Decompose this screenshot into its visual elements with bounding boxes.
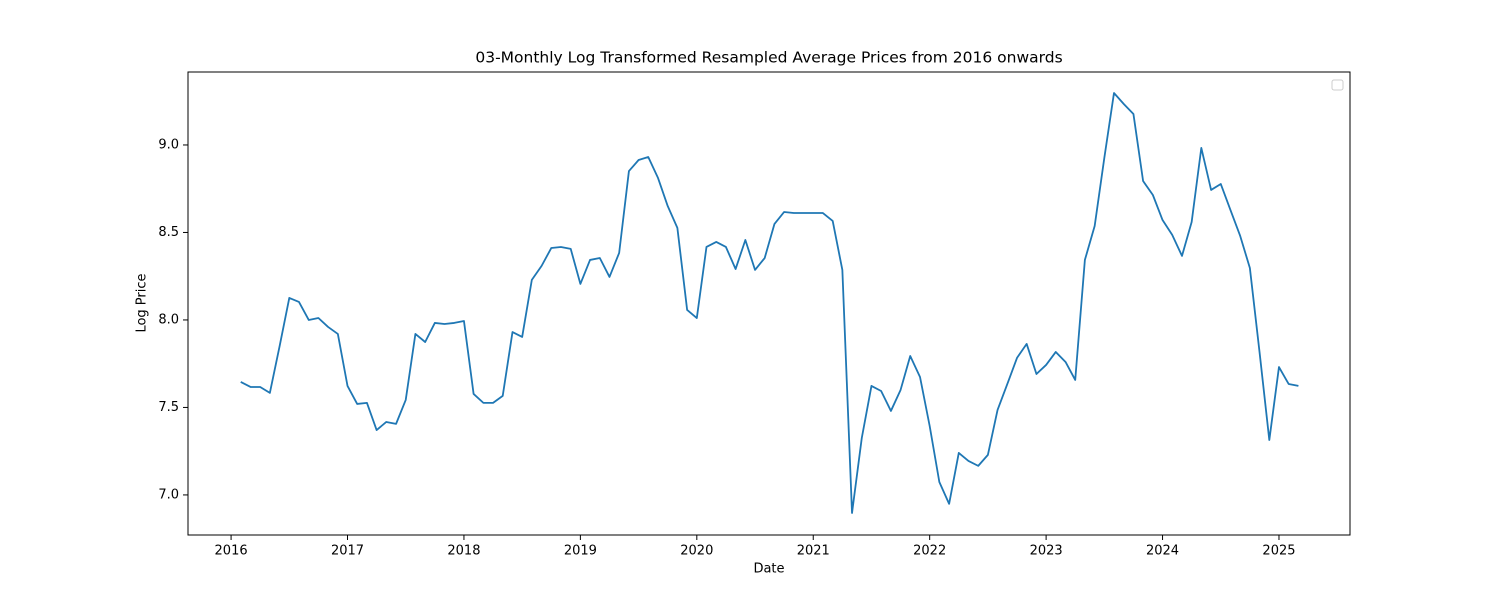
x-tick-label: 2022	[913, 544, 946, 559]
x-tick-label: 2016	[215, 544, 248, 559]
x-tick-label: 2023	[1030, 544, 1063, 559]
x-tick-label: 2018	[447, 544, 480, 559]
x-axis-label: Date	[753, 562, 784, 577]
x-tick-label: 2020	[680, 544, 713, 559]
x-tick-label: 2019	[564, 544, 597, 559]
y-tick-label: 8.5	[158, 225, 179, 240]
y-tick-label: 7.5	[158, 400, 179, 415]
x-tick-label: 2017	[331, 544, 364, 559]
y-tick-label: 8.0	[158, 312, 179, 327]
y-axis-label: Log Price	[135, 273, 150, 332]
chart-title: 03-Monthly Log Transformed Resampled Ave…	[475, 49, 1062, 67]
plot-frame	[187, 71, 1351, 536]
line-series	[240, 92, 1299, 514]
y-tick-label: 7.0	[158, 487, 179, 502]
x-tick-label: 2024	[1146, 544, 1179, 559]
legend	[1331, 79, 1344, 91]
x-tick-label: 2025	[1262, 544, 1295, 559]
x-tick-label: 2021	[797, 544, 830, 559]
y-tick-label: 9.0	[158, 137, 179, 152]
